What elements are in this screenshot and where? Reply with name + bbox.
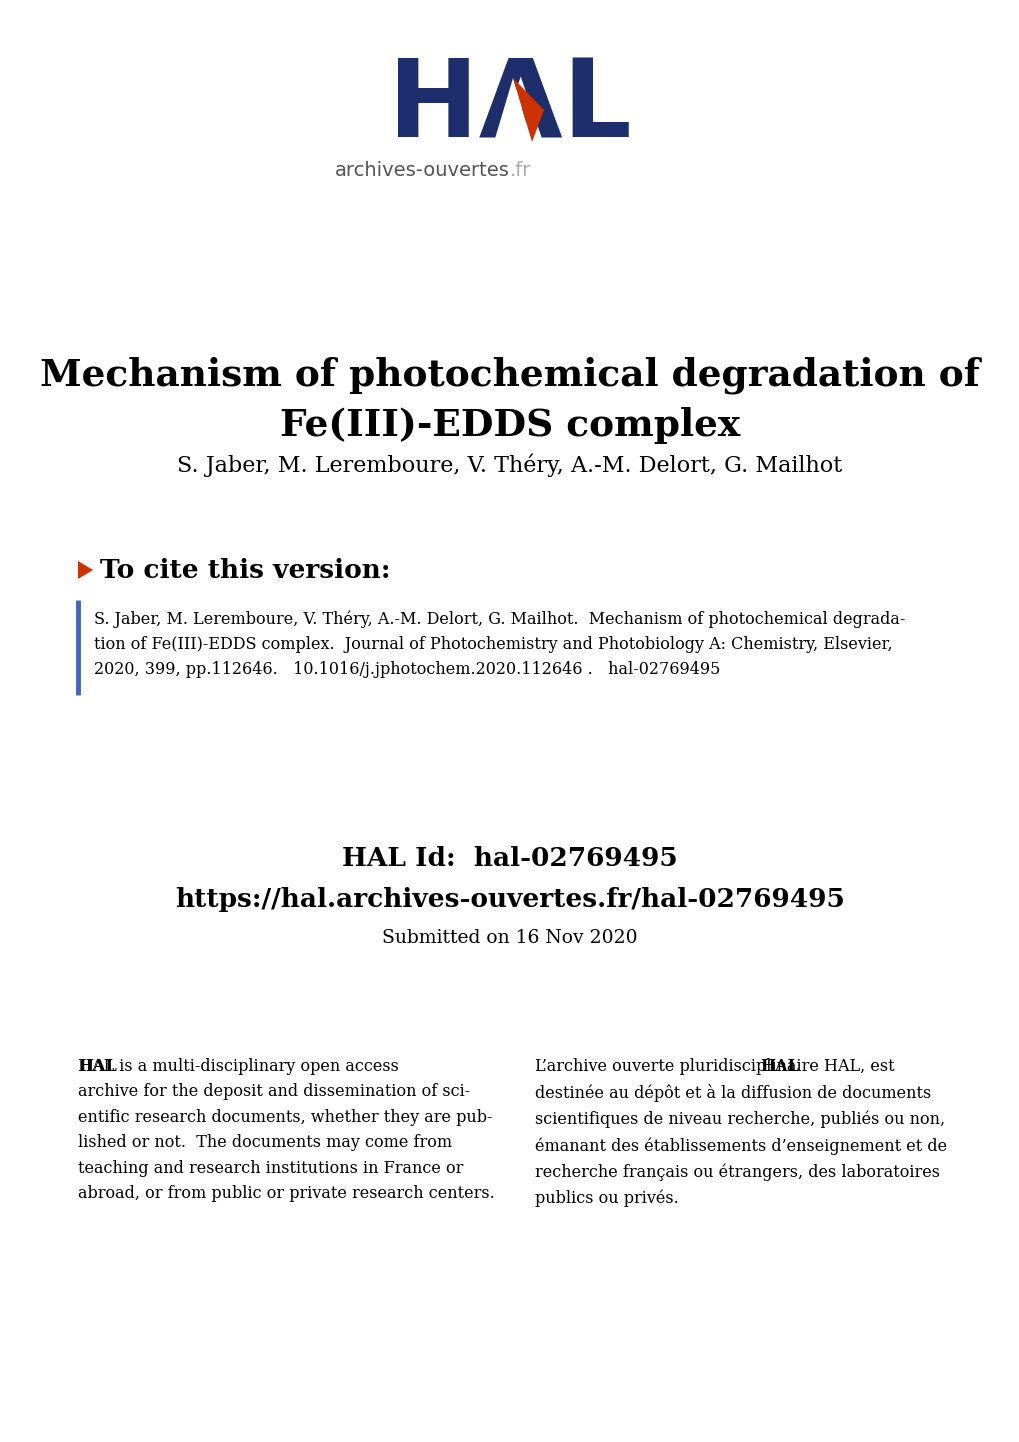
Text: archives-ouvertes: archives-ouvertes xyxy=(335,160,510,179)
Polygon shape xyxy=(493,78,532,141)
Polygon shape xyxy=(77,561,93,580)
Text: To cite this version:: To cite this version: xyxy=(100,558,390,583)
Text: https://hal.archives-ouvertes.fr/hal-02769495: https://hal.archives-ouvertes.fr/hal-027… xyxy=(175,887,844,913)
Text: Mechanism of photochemical degradation of: Mechanism of photochemical degradation o… xyxy=(40,356,979,394)
Text: S. Jaber, M. Leremboure, V. Théry, A.-M. Delort, G. Mailhot.  Mechanism of photo: S. Jaber, M. Leremboure, V. Théry, A.-M.… xyxy=(94,610,905,678)
Text: .fr: .fr xyxy=(510,160,531,179)
Text: HAL is a multi-disciplinary open access
archive for the deposit and disseminatio: HAL is a multi-disciplinary open access … xyxy=(77,1058,494,1203)
Polygon shape xyxy=(513,78,543,141)
Text: HAL: HAL xyxy=(760,1058,799,1074)
Text: Submitted on 16 Nov 2020: Submitted on 16 Nov 2020 xyxy=(382,929,637,947)
Text: HAL Id:  hal-02769495: HAL Id: hal-02769495 xyxy=(341,845,678,871)
Text: L’archive ouverte pluridisciplinaire HAL, est
destinée au dépôt et à la diffusio: L’archive ouverte pluridisciplinaire HAL… xyxy=(535,1058,947,1207)
Text: HAL: HAL xyxy=(77,1058,117,1074)
Text: HAL: HAL xyxy=(388,55,631,162)
Text: Fe(III)-EDDS complex: Fe(III)-EDDS complex xyxy=(279,407,740,444)
Text: S. Jaber, M. Leremboure, V. Théry, A.-M. Delort, G. Mailhot: S. Jaber, M. Leremboure, V. Théry, A.-M.… xyxy=(177,453,842,477)
